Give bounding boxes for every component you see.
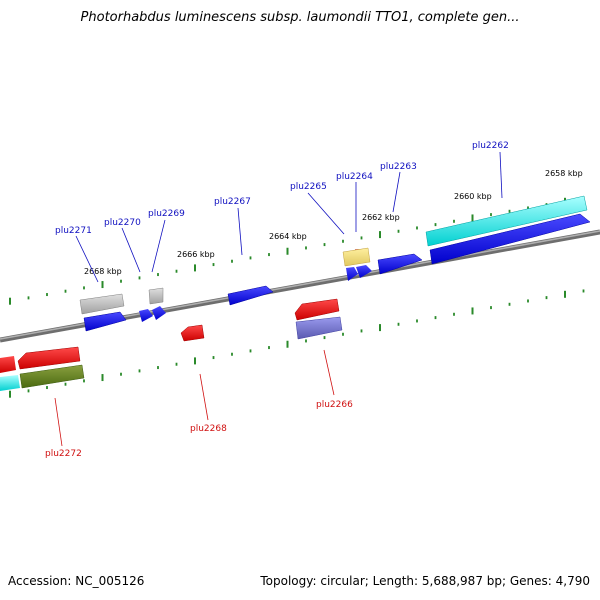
map-title: Photorhabdus luminescens subsp. laumondi… bbox=[80, 10, 520, 25]
forward-leader-lines bbox=[75, 151, 503, 283]
gene-plu2269[interactable] bbox=[148, 287, 166, 320]
gene-label-plu2270[interactable]: plu2270 bbox=[104, 218, 141, 228]
gene-label-plu2267[interactable]: plu2267 bbox=[214, 197, 251, 207]
genome-summary: Topology: circular; Length: 5,688,987 bp… bbox=[260, 574, 590, 588]
gene-label-plu2272[interactable]: plu2272 bbox=[45, 449, 82, 459]
gene-plu2272[interactable] bbox=[0, 346, 85, 391]
gene-label-plu2269[interactable]: plu2269 bbox=[148, 209, 185, 219]
gene-plu2268[interactable] bbox=[180, 324, 205, 342]
scale-label-2668: 2668 kbp bbox=[84, 267, 122, 276]
gene-label-plu2263[interactable]: plu2263 bbox=[380, 162, 417, 172]
upper-tick-row bbox=[9, 196, 585, 305]
gene-plu2265[interactable] bbox=[342, 247, 371, 267]
gene-plu2267[interactable] bbox=[227, 285, 274, 306]
scale-label-2660: 2660 kbp bbox=[454, 192, 492, 201]
gene-label-plu2265[interactable]: plu2265 bbox=[290, 182, 327, 192]
gene-plu2266[interactable] bbox=[294, 298, 343, 340]
gene-label-plu2264[interactable]: plu2264 bbox=[336, 172, 373, 182]
gene-label-plu2266[interactable]: plu2266 bbox=[316, 400, 353, 410]
gene-label-plu2262[interactable]: plu2262 bbox=[472, 141, 509, 151]
gene-plu2263[interactable] bbox=[377, 253, 423, 275]
lower-tick-row bbox=[9, 289, 585, 398]
gene-label-plu2268[interactable]: plu2268 bbox=[190, 424, 227, 434]
gene-label-plu2271[interactable]: plu2271 bbox=[55, 226, 92, 236]
scale-label-2666: 2666 kbp bbox=[177, 250, 215, 259]
scale-label-2658: 2658 kbp bbox=[545, 169, 583, 178]
gene-plu2262-cyan[interactable] bbox=[425, 195, 588, 247]
gene-plu2271[interactable] bbox=[79, 293, 127, 332]
gene-plu2270[interactable] bbox=[139, 309, 153, 322]
gene-plu2262[interactable] bbox=[429, 213, 591, 265]
reverse-leader-lines bbox=[54, 349, 335, 447]
scale-label-2662: 2662 kbp bbox=[362, 213, 400, 222]
scale-label-2664: 2664 kbp bbox=[269, 232, 307, 241]
accession-label: Accession: NC_005126 bbox=[8, 574, 145, 588]
